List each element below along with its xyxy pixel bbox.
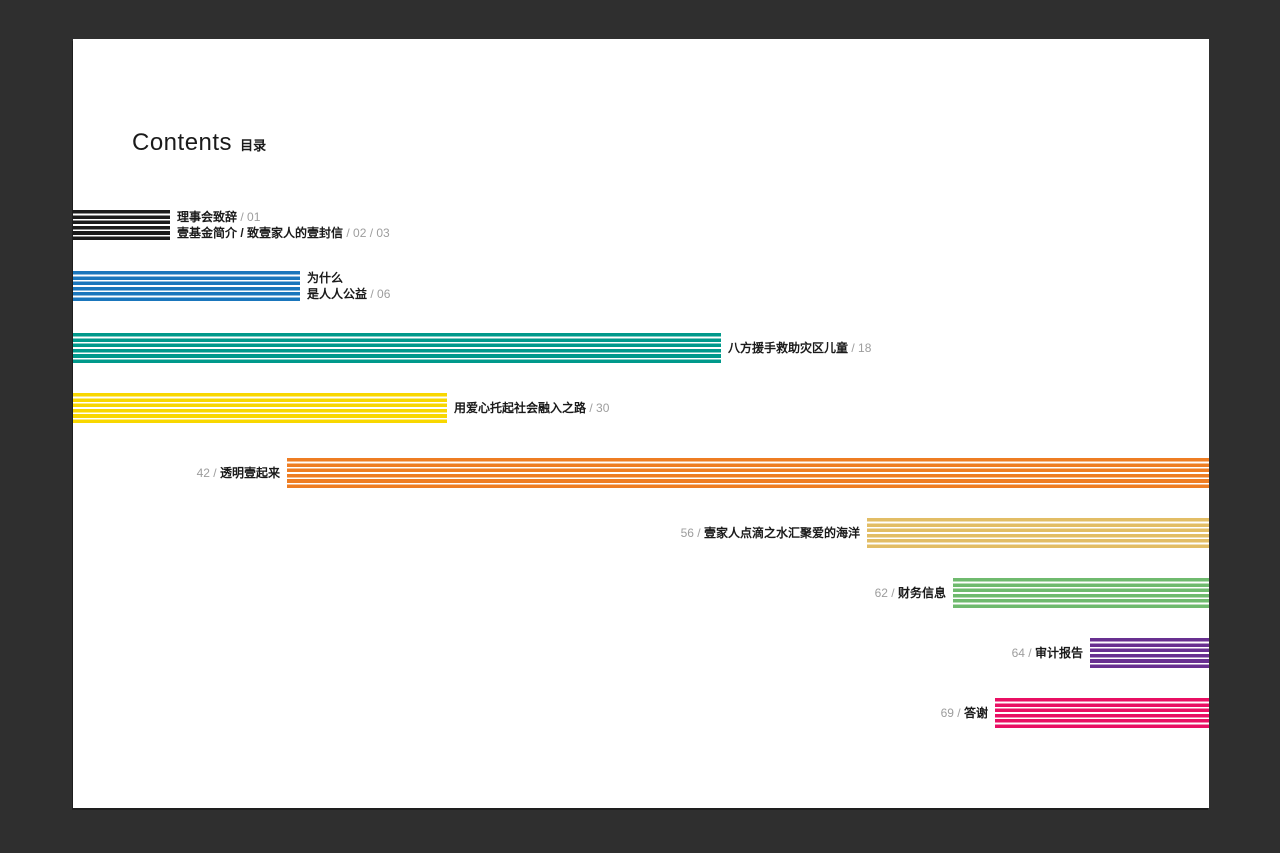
- toc-item-board-address: 理事会致辞 / 01 壹基金简介 / 致壹家人的壹封信 / 02 / 03: [73, 210, 1209, 240]
- toc-item-page-number: / 01: [237, 210, 261, 224]
- toc-line: 是人人公益 / 06: [307, 286, 390, 302]
- toc-item-title: 透明壹起来: [219, 466, 280, 480]
- stripe-bar: [1090, 638, 1209, 668]
- toc-item-transparency: 42 / 透明壹起来: [73, 458, 1209, 488]
- toc-item-title: 为什么: [307, 271, 344, 285]
- toc-line: 壹基金简介 / 致壹家人的壹封信 / 02 / 03: [177, 225, 390, 241]
- toc-item-why-everyone-philanthropy: 为什么 是人人公益 / 06: [73, 271, 1209, 301]
- toc-item-title: 是人人公益: [307, 287, 368, 301]
- toc-item-page-number: / 02 / 03: [343, 226, 390, 240]
- toc-item-page-number: 69 /: [940, 706, 964, 720]
- toc-item-page-number: / 06: [367, 287, 391, 301]
- toc-item-title: 答谢: [963, 706, 988, 720]
- stripe-bar: [73, 210, 170, 240]
- page-title: Contents 目录: [132, 129, 267, 156]
- toc-item-title: 用爱心托起社会融入之路: [454, 401, 587, 415]
- page: Contents 目录 理事会致辞 / 01 壹基金简介 / 致壹家人的壹封信 …: [73, 39, 1209, 808]
- toc-line: 理事会致辞 / 01: [177, 209, 390, 225]
- stripe-bar: [73, 271, 300, 301]
- toc-item-disaster-area-children: 八方援手救助灾区儿童 / 18: [73, 333, 1209, 363]
- toc-item-page-number: 62 /: [874, 586, 898, 600]
- stripe-bar: [867, 518, 1209, 548]
- toc-item-ocean-of-love: 56 / 壹家人点滴之水汇聚爱的海洋: [73, 518, 1209, 548]
- toc-item-title: 审计报告: [1034, 646, 1083, 660]
- toc-item-acknowledgements: 69 / 答谢: [73, 698, 1209, 728]
- toc-item-title: 财务信息: [897, 586, 946, 600]
- toc-item-title: 壹家人点滴之水汇聚爱的海洋: [703, 526, 860, 540]
- toc-item-social-integration: 用爱心托起社会融入之路 / 30: [73, 393, 1209, 423]
- stripe-bar: [953, 578, 1209, 608]
- page-title-chinese: 目录: [240, 138, 267, 153]
- toc-item-page-number: 64 /: [1011, 646, 1035, 660]
- toc-item-page-number: / 30: [586, 401, 610, 415]
- stripe-bar: [73, 393, 447, 423]
- stripe-bar: [287, 458, 1209, 488]
- toc-item-title: 理事会致辞: [177, 210, 238, 224]
- toc-item-page-number: / 18: [848, 341, 872, 355]
- toc-line: 为什么: [307, 270, 390, 286]
- toc-item-page-number: 56 /: [680, 526, 704, 540]
- toc-item-financial-information: 62 / 财务信息: [73, 578, 1209, 608]
- stripe-bar: [995, 698, 1209, 728]
- toc-item-title: 壹基金简介 / 致壹家人的壹封信: [177, 226, 344, 240]
- toc-item-page-number: 42 /: [196, 466, 220, 480]
- toc-item-title: 八方援手救助灾区儿童: [728, 341, 849, 355]
- toc-item-audit-report: 64 / 审计报告: [73, 638, 1209, 668]
- stripe-bar: [73, 333, 721, 363]
- page-title-english: Contents: [132, 129, 233, 156]
